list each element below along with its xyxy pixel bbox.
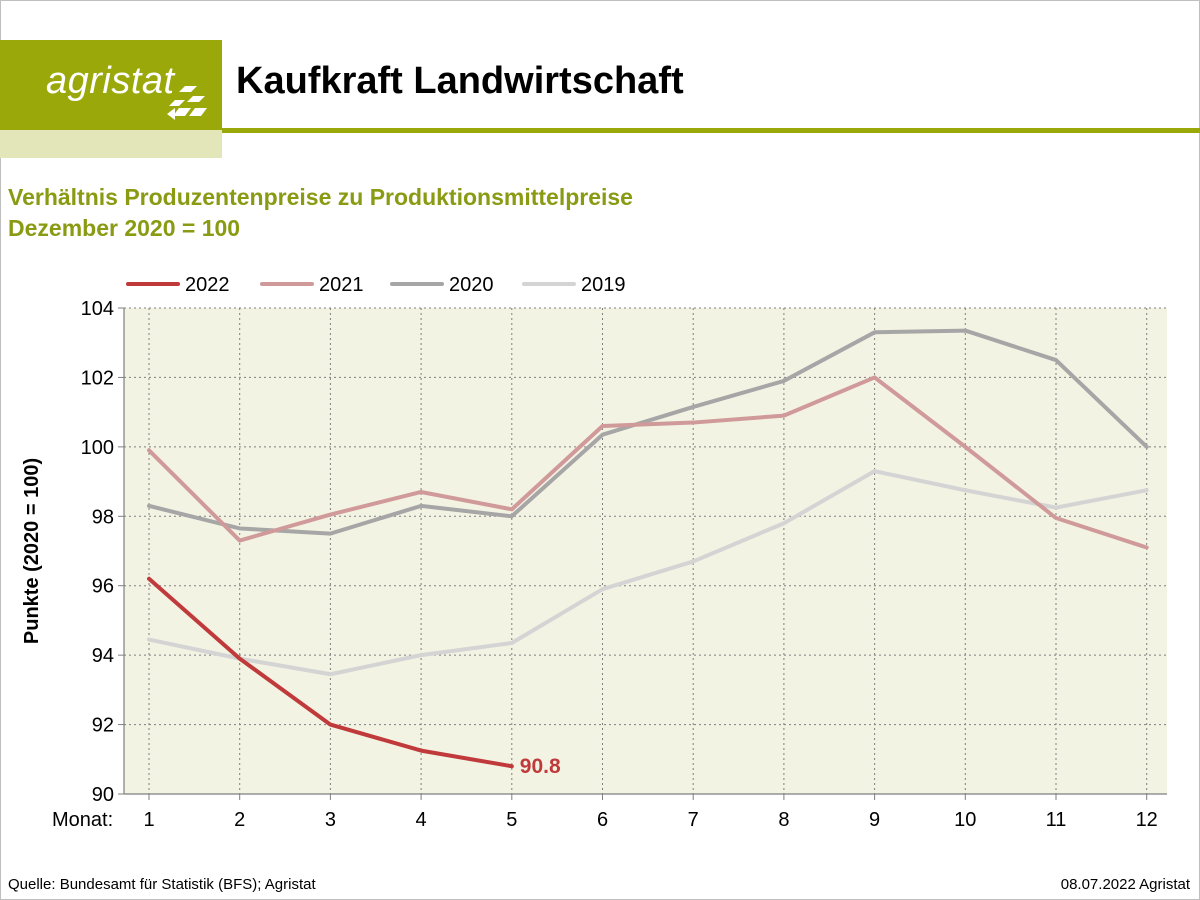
series-line-2022 [147, 576, 514, 769]
legend-label-2022: 2022 [185, 274, 230, 296]
y-tick-label: 100 [81, 437, 114, 459]
x-tick-label: 3 [325, 809, 336, 831]
x-tick-label: 2 [234, 809, 245, 831]
publication-date: 08.07.2022 Agristat [1060, 876, 1190, 893]
legend-label-2021: 2021 [319, 274, 364, 296]
y-tick-label: 102 [81, 367, 114, 389]
x-tick-label: 4 [416, 809, 427, 831]
y-tick-label: 96 [92, 576, 114, 598]
y-tick-label: 104 [81, 298, 114, 320]
series-line-2021 [147, 375, 1149, 550]
x-tick-label: 6 [597, 809, 608, 831]
header-rule [222, 128, 1200, 133]
chart-subtitle-line-2: Dezember 2020 = 100 [8, 215, 241, 241]
series-line-2019 [147, 469, 1149, 677]
legend-label-2019: 2019 [581, 274, 626, 296]
x-tick-label: 7 [688, 809, 699, 831]
logo-underlay [0, 130, 222, 158]
legend-label-2020: 2020 [449, 274, 494, 296]
x-tick-label: 9 [869, 809, 880, 831]
x-tick-label: 1 [143, 809, 154, 831]
y-tick-label: 98 [92, 506, 114, 528]
x-tick-label: 11 [1046, 809, 1067, 831]
y-axis-title: Punkte (2020 = 100) [21, 458, 43, 644]
y-tick-label: 92 [92, 715, 114, 737]
data-label-last-value: 90.8 [520, 755, 561, 778]
logo-mark-icon [167, 86, 207, 120]
plot-area [124, 308, 1167, 794]
logo-text: agristat [46, 60, 175, 102]
x-tick-label: 8 [778, 809, 789, 831]
x-axis-prefix-label: Monat: [52, 809, 113, 831]
x-tick-label: 10 [954, 809, 976, 831]
x-tick-label: 12 [1136, 809, 1158, 831]
y-tick-label: 90 [92, 784, 114, 806]
source-note: Quelle: Bundesamt für Statistik (BFS); A… [8, 876, 316, 893]
series-line-2020 [147, 328, 1149, 536]
page-title: Kaufkraft Landwirtschaft [236, 60, 684, 102]
y-tick-label: 94 [92, 645, 114, 667]
x-tick-label: 5 [506, 809, 517, 831]
chart-subtitle-line-1: Verhältnis Produzentenpreise zu Produkti… [8, 184, 633, 210]
